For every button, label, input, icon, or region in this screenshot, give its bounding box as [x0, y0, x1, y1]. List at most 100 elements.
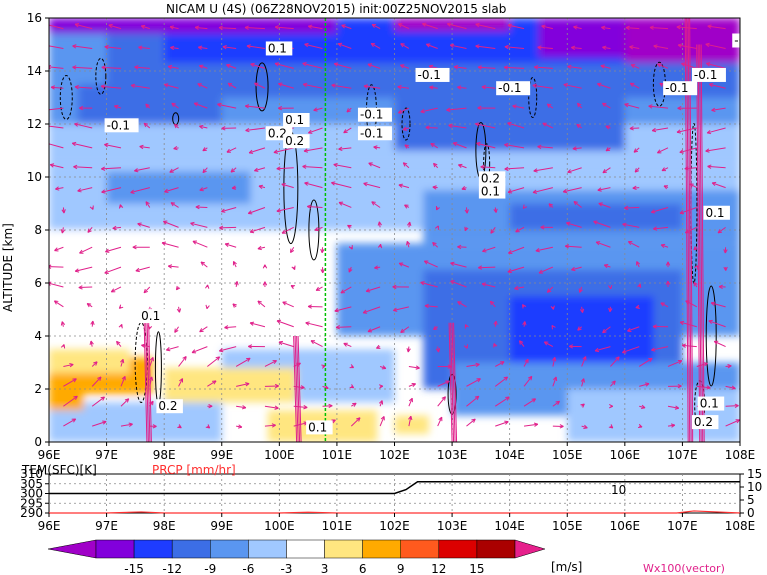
wind-vector — [116, 340, 122, 347]
wind-vector-head — [97, 376, 102, 381]
wind-vector-head — [398, 23, 403, 28]
wind-vector-head — [480, 164, 485, 170]
wind-vector-head — [205, 424, 211, 429]
wind-vector — [566, 222, 582, 228]
wind-vector — [725, 405, 739, 407]
wind-vector-head — [226, 63, 231, 68]
wind-vector — [49, 66, 64, 69]
wind-vector-head — [291, 265, 296, 270]
contour-label-bg — [265, 41, 293, 56]
wind-vector — [248, 207, 266, 214]
wind-vector-head — [72, 378, 77, 383]
surface-right-tick-label: 0 — [747, 506, 755, 520]
wind-cell — [624, 18, 740, 64]
wind-vector-head — [665, 280, 671, 285]
wind-vector-head — [608, 424, 614, 429]
wind-vector — [194, 102, 208, 109]
wind-vector — [138, 46, 150, 49]
wind-vector — [207, 356, 220, 367]
wind-vector — [546, 103, 554, 109]
wind-vector-head — [348, 268, 353, 273]
wind-vector — [49, 107, 64, 111]
wind-vector-head — [367, 328, 373, 333]
wind-vector — [507, 122, 525, 129]
wind-vector-head — [310, 340, 316, 345]
wind-vector — [200, 261, 208, 268]
wind-vector — [629, 46, 640, 49]
wind-vector-head — [346, 108, 351, 113]
main-panel: 0.1-0.1 0.10.20.2-0.1-0.1-0.1-0.10.20.1-0… — [1, 11, 755, 462]
wind-vector — [207, 380, 217, 387]
wind-vector-head — [303, 404, 308, 410]
wind-vector-head — [535, 248, 540, 253]
wind-vector-head — [102, 420, 107, 425]
surface-right-tick-label: 5 — [747, 493, 755, 507]
wind-vector-head — [567, 64, 572, 70]
wind-vector-head — [705, 62, 711, 67]
wind-vector — [343, 127, 352, 134]
convective-vector — [146, 309, 151, 442]
wind-vector-head — [602, 169, 607, 174]
surface-x-tick-label: 98E — [153, 519, 176, 533]
wind-vector-head — [621, 349, 627, 354]
wind-vector — [475, 23, 496, 30]
wind-vector-head — [274, 62, 280, 67]
wind-vector — [653, 45, 669, 49]
wind-vector-head — [652, 324, 657, 329]
x-tick-label: 103E — [437, 448, 468, 462]
wind-vector-head — [505, 396, 510, 401]
x-tick-label: 101E — [322, 448, 353, 462]
wind-vector-head — [657, 63, 662, 68]
wind-vector-head — [731, 385, 736, 390]
wind-vector-head — [152, 424, 157, 429]
x-tick-label: 97E — [95, 448, 118, 462]
wind-vector — [227, 82, 237, 89]
wind-vector — [400, 326, 410, 333]
wind-vector-head — [481, 282, 487, 287]
y-tick-label: 4 — [34, 329, 42, 343]
wind-vector-head — [608, 307, 613, 313]
wind-vector-head — [371, 201, 376, 206]
wind-vector-head — [192, 240, 197, 245]
wind-vector-head — [170, 202, 176, 207]
wind-vector — [624, 103, 640, 109]
wind-vector-head — [477, 105, 482, 111]
wind-vector — [334, 306, 352, 312]
contour-label: 0.2 — [694, 415, 713, 429]
convective-vector — [699, 44, 704, 442]
wind-vector-head — [137, 222, 142, 227]
wind-vector — [264, 360, 277, 367]
wind-vector — [537, 46, 553, 49]
wind-vector-head — [100, 396, 105, 401]
wind-vector-head — [493, 208, 498, 213]
wind-vector-head — [61, 209, 66, 214]
wind-vector-head — [573, 200, 578, 206]
convective-vector — [697, 44, 702, 442]
wind-vector-head — [331, 419, 336, 424]
contour-label: 0.2 — [268, 126, 287, 140]
wind-vector — [437, 396, 446, 407]
wind-vector — [120, 359, 124, 367]
wind-vector — [114, 105, 122, 109]
wind-vector — [219, 346, 237, 352]
contour-label-bg — [104, 118, 139, 133]
wind-vector — [430, 143, 438, 149]
surface-left-tick-label: 290 — [20, 506, 43, 520]
wind-vector-head — [378, 400, 384, 405]
surface-x-ticks: 96E 97E 98E 99E 100E 101E 102E 103E 104E 105E 106E… — [38, 513, 755, 533]
wind-vector — [137, 223, 150, 228]
wind-vector — [523, 398, 536, 407]
wind-vector-head — [72, 44, 77, 49]
wind-vector-head — [87, 228, 92, 233]
wind-vector — [546, 286, 554, 293]
wind-vector-head — [500, 361, 505, 366]
wind-vector — [420, 281, 438, 288]
wind-vector — [308, 127, 323, 134]
wind-vector-head — [108, 23, 113, 29]
x-tick-label: 108E — [725, 448, 756, 462]
wind-vector — [679, 147, 697, 153]
wind-vector — [437, 416, 443, 427]
wind-vector-head — [600, 64, 605, 69]
x-tick-label: 99E — [210, 448, 233, 462]
